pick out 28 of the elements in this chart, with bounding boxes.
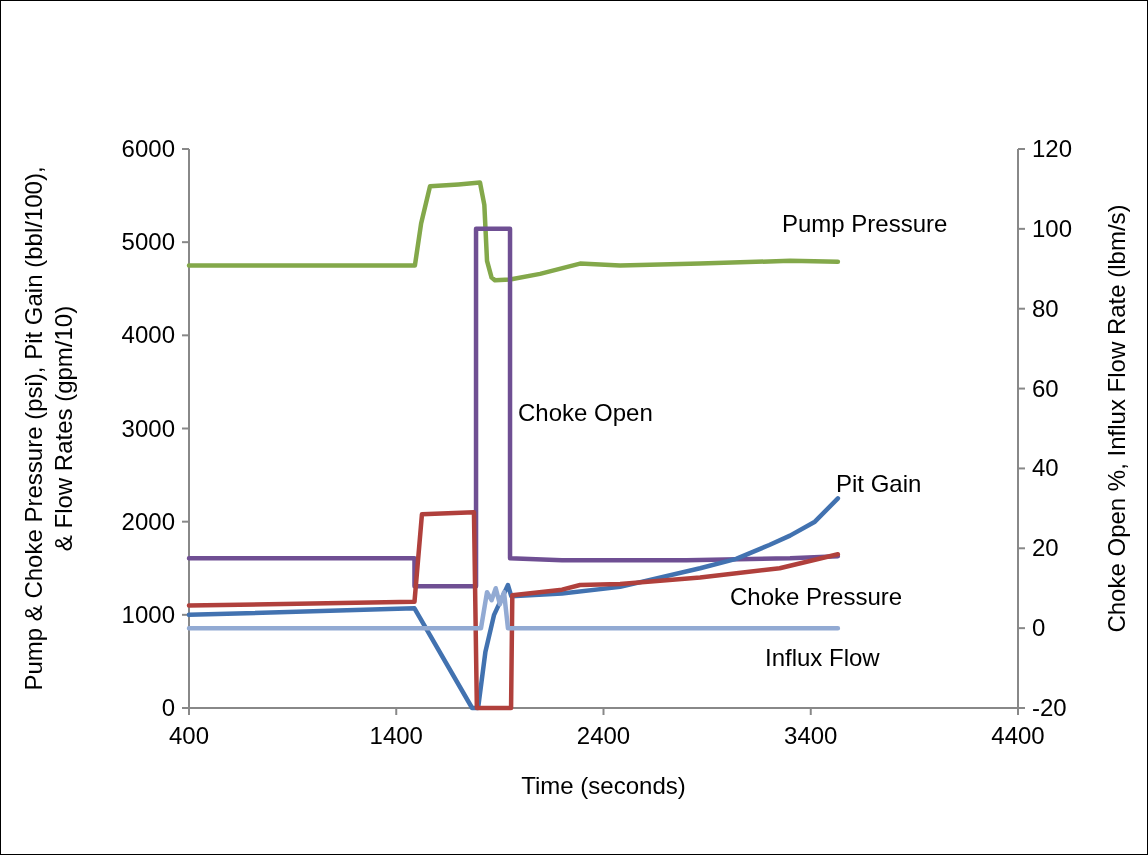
y2-tick-label: 100 — [1032, 214, 1073, 242]
series-label: Influx Flow — [765, 644, 881, 671]
y-tick-label: 6000 — [121, 135, 175, 162]
x-tick-label: 4400 — [991, 722, 1045, 749]
y2-tick-label: 20 — [1032, 534, 1059, 562]
y-tick-label: 5000 — [121, 228, 175, 256]
series-label: Choke Open — [518, 399, 653, 426]
y-tick-label: 3000 — [121, 414, 175, 442]
x-tick-label: 3400 — [784, 722, 838, 749]
y2-tick-label: 40 — [1032, 454, 1059, 482]
y2-axis-title: Choke Open %, Influx Flow Rate (lbm/s) — [1103, 204, 1130, 633]
y-tick-label: 4000 — [121, 321, 175, 349]
series-label: Choke Pressure — [730, 583, 903, 610]
x-tick-label: 400 — [168, 722, 210, 749]
x-axis-title: Time (seconds) — [521, 772, 686, 799]
x-tick-label: 2400 — [576, 722, 631, 749]
y-axis-title: Pump & Choke Pressure (psi), Pit Gain (bbl/100), & Flow Rates (gpm/10) — [20, 166, 77, 691]
y-tick-label: 0 — [161, 694, 175, 721]
series-label: Pump Pressure — [782, 210, 948, 237]
y2-tick-label: 120 — [1032, 135, 1073, 162]
y2-tick-label: 80 — [1032, 294, 1059, 322]
y2-tick-label: 0 — [1032, 614, 1046, 642]
y-tick-label: 1000 — [121, 600, 175, 628]
y2-tick-label: 60 — [1032, 374, 1059, 402]
y-tick-label: 2000 — [121, 507, 175, 535]
x-tick-label: 1400 — [369, 722, 423, 749]
y2-tick-label: -20 — [1032, 694, 1067, 721]
series-label: Pit Gain — [836, 470, 922, 497]
